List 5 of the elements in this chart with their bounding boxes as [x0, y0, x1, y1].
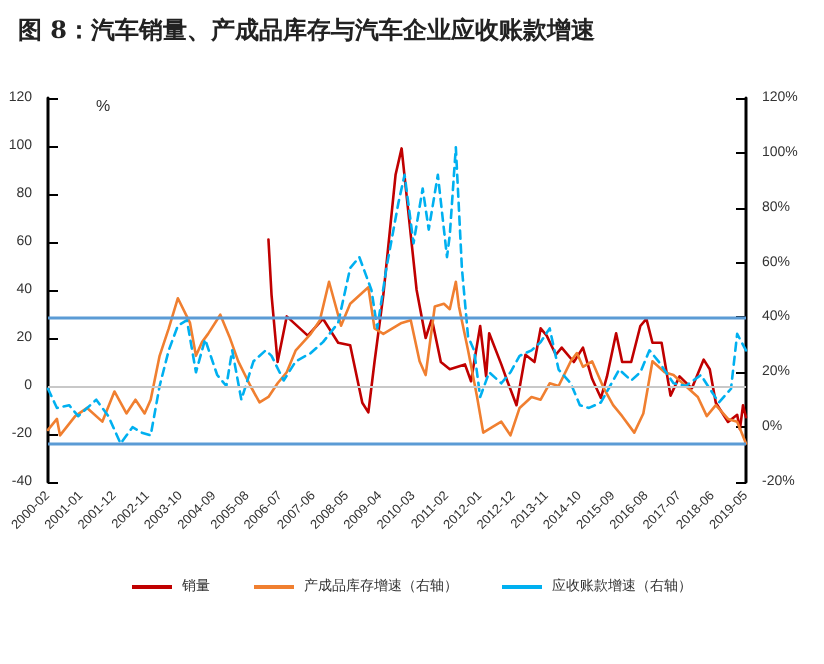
line-series	[46, 280, 748, 445]
chart-title: 图 8：汽车销量、产成品库存与汽车企业应收账款增速	[18, 16, 598, 44]
line-series	[267, 147, 748, 431]
line-series	[46, 146, 748, 445]
y-axis-title: %	[96, 97, 111, 115]
